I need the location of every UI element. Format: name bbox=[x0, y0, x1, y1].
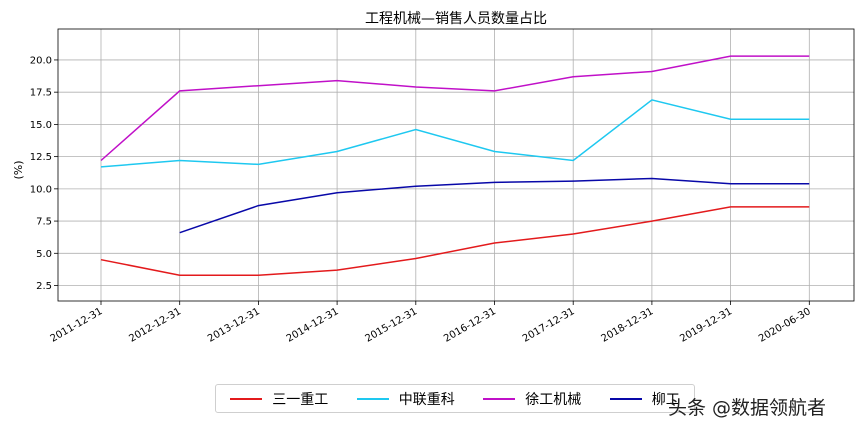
y-tick-label: 12.5 bbox=[30, 152, 52, 163]
x-tick-label: 2020-06-30 bbox=[757, 306, 813, 345]
y-axis: 2.5 5.0 7.5 10.0 12.5 15.0 17.5 20.0 bbox=[30, 55, 58, 292]
watermark: 头条 @数据领航者 bbox=[668, 397, 827, 419]
series-line-0 bbox=[100, 206, 810, 276]
x-tick-label: 2018-12-31 bbox=[600, 306, 656, 345]
x-tick-label: 2019-12-31 bbox=[678, 306, 734, 345]
legend-swatch bbox=[356, 397, 389, 400]
x-tick-label: 2013-12-31 bbox=[206, 306, 262, 345]
legend: 三一重工 中联重科 徐工机械 柳工 bbox=[215, 384, 695, 413]
legend-label: 三一重工 bbox=[272, 391, 329, 408]
legend-label: 中联重科 bbox=[398, 391, 455, 408]
plot-area-frame bbox=[57, 28, 855, 302]
x-axis: 2011-12-31 2012-12-31 2013-12-31 2014-12-31… bbox=[49, 301, 813, 345]
series-line-3 bbox=[179, 177, 810, 234]
x-tick-label: 2014-12-31 bbox=[285, 306, 341, 345]
y-tick-label: 2.5 bbox=[36, 281, 52, 292]
x-tick-label: 2011-12-31 bbox=[49, 306, 105, 345]
y-tick-label: 17.5 bbox=[30, 88, 52, 99]
x-tick-label: 2012-12-31 bbox=[127, 306, 183, 345]
legend-item: 柳工 bbox=[609, 389, 680, 409]
series-line-2 bbox=[100, 55, 810, 162]
y-tick-label: 10.0 bbox=[30, 184, 52, 195]
series-lines bbox=[100, 55, 810, 276]
x-tick-label: 2015-12-31 bbox=[363, 306, 419, 345]
legend-swatch bbox=[483, 397, 516, 400]
legend-label: 徐工机械 bbox=[525, 391, 582, 408]
legend-item: 中联重科 bbox=[356, 389, 455, 409]
legend-item: 徐工机械 bbox=[483, 389, 581, 409]
grid bbox=[58, 29, 854, 301]
legend-label: 柳工 bbox=[651, 391, 680, 408]
chart-title: 工程机械—销售人员数量占比 bbox=[365, 11, 547, 27]
x-tick-label: 2016-12-31 bbox=[442, 306, 498, 345]
legend-item: 三一重工 bbox=[230, 389, 328, 409]
y-tick-label: 20.0 bbox=[30, 55, 52, 66]
legend-swatch bbox=[609, 397, 642, 400]
x-tick-label: 2017-12-31 bbox=[521, 306, 577, 345]
y-tick-label: 7.5 bbox=[36, 217, 52, 228]
y-axis-label: (%) bbox=[12, 160, 25, 179]
series-line-1 bbox=[100, 99, 810, 168]
y-tick-label: 15.0 bbox=[30, 120, 52, 131]
y-tick-label: 5.0 bbox=[36, 249, 52, 260]
legend-swatch bbox=[230, 397, 263, 400]
